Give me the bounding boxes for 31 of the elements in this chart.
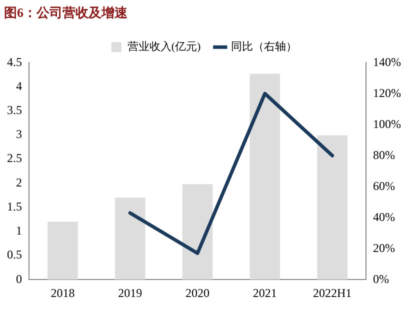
y2-tick-label: 60% [373, 178, 396, 193]
x-tick-label: 2019 [118, 286, 142, 300]
y-tick-label: 4 [16, 78, 22, 93]
y-tick-label: 3 [16, 127, 22, 142]
y-tick-label: 1 [16, 224, 22, 238]
bar [250, 74, 280, 280]
chart-title: 图6：公司营收及增速 [4, 5, 128, 20]
bar [48, 222, 78, 280]
bar [114, 198, 146, 280]
y2-tick-label: 140% [373, 54, 402, 69]
y2-tick-label: 40% [373, 210, 396, 224]
y-tick-label: 4.5 [7, 54, 22, 69]
y2-tick-label: 20% [373, 240, 396, 255]
legend-label: 同比（右轴） [231, 40, 298, 53]
y-tick-label: 3.5 [7, 102, 22, 117]
y2-tick-label: 80% [373, 148, 396, 162]
y2-tick-label: 0% [373, 272, 390, 286]
x-tick-label: 2021 [252, 286, 277, 300]
y2-tick-label: 120% [373, 86, 402, 100]
bar [182, 184, 213, 280]
bar [317, 135, 348, 280]
y-tick-label: 0.5 [7, 248, 22, 262]
legend-label: 营业收入(亿元) [127, 40, 201, 53]
x-tick-label: 2018 [50, 286, 75, 300]
y-tick-label: 2 [16, 175, 22, 190]
y-tick-label: 2.5 [7, 151, 22, 166]
y-tick-label: 1.5 [7, 199, 22, 214]
y-tick-label: 0 [16, 272, 22, 286]
y2-tick-label: 100% [373, 116, 402, 131]
x-tick-label: 2022H1 [312, 286, 352, 300]
x-tick-label: 2020 [186, 286, 210, 300]
